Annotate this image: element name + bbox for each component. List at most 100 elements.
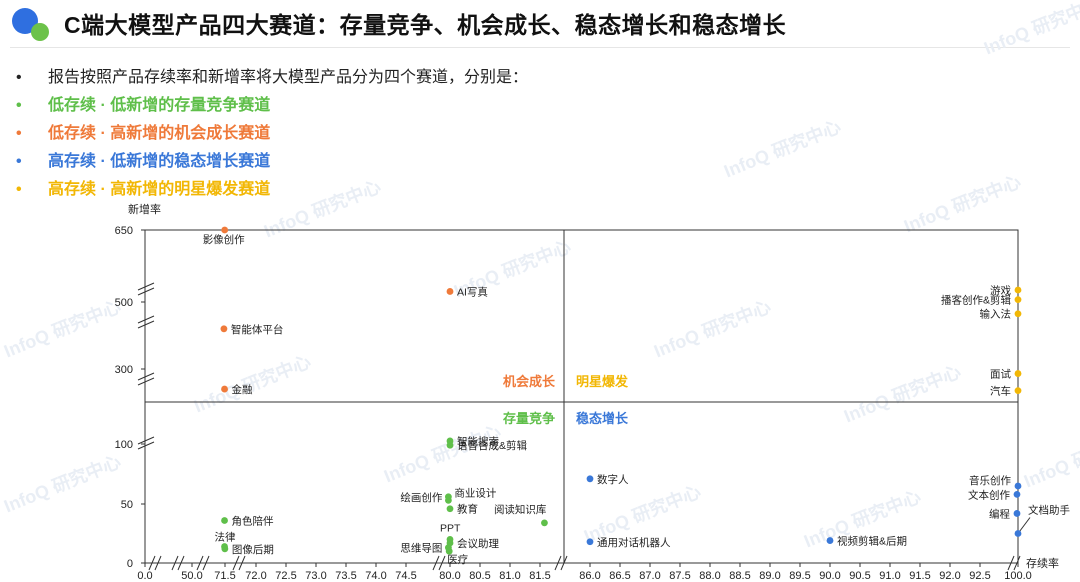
title-divider [10, 47, 1070, 48]
x-tick-label: 50.0 [181, 570, 202, 582]
bullet-stock-competition: • 低存续 · 低新增的存量竞争赛道 [16, 96, 528, 124]
data-point-label: 图像后期 [232, 544, 274, 556]
x-tick-label: 73.5 [335, 570, 356, 582]
data-point [1014, 530, 1022, 537]
data-point [1014, 296, 1022, 303]
bullet-dot: • [16, 181, 22, 198]
data-point-label: 文档助手 [1028, 504, 1070, 517]
data-point-label: 文本创作 [968, 488, 1010, 501]
data-point-label: 数字人 [597, 473, 629, 486]
data-point-label: 教育 [457, 503, 478, 516]
data-point [446, 288, 454, 295]
bullet-dot: • [16, 69, 22, 86]
brand-logo-icon [12, 8, 49, 41]
bullet-text: 高存续 · 高新增的明星爆发赛道 [48, 181, 271, 198]
data-point [446, 505, 454, 513]
bullet-dot: • [16, 125, 22, 142]
x-tick-label: 88.5 [729, 570, 750, 582]
data-point-label: 阅读知识库 [494, 503, 547, 516]
y-tick-label: 300 [115, 364, 133, 376]
bullet-text: 低存续 · 高新增的机会成长赛道 [48, 125, 271, 142]
y-tick-label: 100 [115, 439, 133, 451]
bullet-list: • 报告按照产品存续率和新增率将大模型产品分为四个赛道，分别是： • 低存续 ·… [16, 68, 528, 208]
x-tick-label: 80.5 [469, 570, 490, 582]
x-tick-label: 90.0 [819, 570, 840, 582]
x-tick-label: 100.0 [1004, 570, 1032, 582]
x-tick-label: 92.5 [969, 570, 990, 582]
data-point [1013, 491, 1021, 498]
data-point-label: 输入法 [980, 308, 1012, 321]
x-tick-label: 74.5 [395, 570, 416, 582]
data-point [445, 547, 453, 555]
x-tick-label: 72.5 [275, 570, 296, 582]
axis-break-mark [554, 555, 568, 571]
data-point-label: 角色陪伴 [232, 515, 274, 528]
data-point [541, 519, 548, 527]
y-tick-label: 650 [115, 225, 133, 237]
bullet-text: 报告按照产品存续率和新增率将大模型产品分为四个赛道，分别是： [48, 69, 529, 86]
axis-break-mark [432, 555, 446, 571]
data-point [446, 441, 454, 449]
y-tick-label: 500 [115, 297, 133, 309]
x-axis-title: 存续率 [1026, 556, 1059, 570]
bullet-star-burst: • 高存续 · 高新增的明星爆发赛道 [16, 180, 528, 208]
page-title: C端大模型产品四大赛道：存量竞争、机会成长、稳态增长和稳态增长 [64, 12, 787, 38]
bullet-opportunity-growth: • 低存续 · 高新增的机会成长赛道 [16, 124, 528, 152]
data-point-label: AI写真 [457, 285, 488, 298]
data-point [1014, 482, 1022, 490]
y-axis-title: 新增率 [128, 202, 161, 216]
data-point-label: 金融 [232, 383, 253, 396]
data-point [445, 497, 452, 504]
data-point-label: 汽车 [990, 385, 1011, 398]
x-tick-label: 74.0 [365, 570, 386, 582]
data-point [221, 226, 229, 234]
data-point-label: 影像创作 [203, 233, 245, 246]
data-point-label: 游戏 [990, 284, 1011, 297]
axis-break-mark [196, 555, 210, 571]
x-tick-label: 72.0 [245, 570, 266, 582]
plot-frame [144, 229, 1019, 564]
data-point-label: 编程 [989, 507, 1010, 520]
x-tick-label: 86.0 [579, 570, 600, 582]
bullet-intro: • 报告按照产品存续率和新增率将大模型产品分为四个赛道，分别是： [16, 68, 528, 96]
quadrant-label: 稳态增长 [576, 411, 629, 426]
axis-break-mark [171, 555, 185, 571]
data-point [1014, 286, 1022, 294]
axis-break-mark [137, 282, 155, 296]
data-point-label: 商业设计 [454, 486, 496, 499]
axis-break-mark [148, 555, 162, 571]
data-point [221, 517, 228, 524]
data-point-label: 视频剪辑&后期 [837, 535, 907, 548]
data-point [826, 537, 834, 544]
data-point-label: 通用对话机器人 [597, 536, 671, 549]
x-tick-label: 91.5 [909, 570, 930, 582]
data-point [586, 538, 594, 546]
data-point-label: 音乐创作 [969, 474, 1011, 487]
axis-break-mark [137, 436, 155, 450]
data-point [1014, 370, 1022, 377]
data-point-label: 智能体平台 [231, 323, 284, 336]
bullet-dot: • [16, 153, 22, 170]
axis-break-mark [232, 555, 246, 571]
bullet-steady-growth: • 高存续 · 低新增的稳态增长赛道 [16, 152, 528, 180]
data-point-label: 语音合成&剪辑 [457, 439, 528, 452]
data-point [220, 325, 228, 333]
data-point-label: 绘画创作 [400, 491, 442, 504]
x-tick-label: 81.5 [529, 570, 550, 582]
x-tick-label: 73.0 [305, 570, 326, 582]
data-point-label: 智能搜索 [457, 435, 499, 448]
x-tick-label: 90.5 [849, 570, 870, 582]
y-tick-label: 0 [127, 558, 133, 570]
bullet-dot: • [16, 97, 22, 114]
x-tick-label: 0.0 [137, 570, 152, 582]
axis-break-mark [137, 315, 155, 329]
data-point [221, 385, 228, 393]
x-tick-label: 71.5 [214, 570, 235, 582]
x-tick-label: 81.0 [499, 570, 520, 582]
data-point-label: 思维导图 [400, 542, 442, 555]
x-tick-label: 80.0 [439, 570, 460, 582]
data-point [1013, 510, 1021, 517]
x-tick-label: 87.0 [639, 570, 660, 582]
x-tick-label: 92.0 [939, 570, 960, 582]
